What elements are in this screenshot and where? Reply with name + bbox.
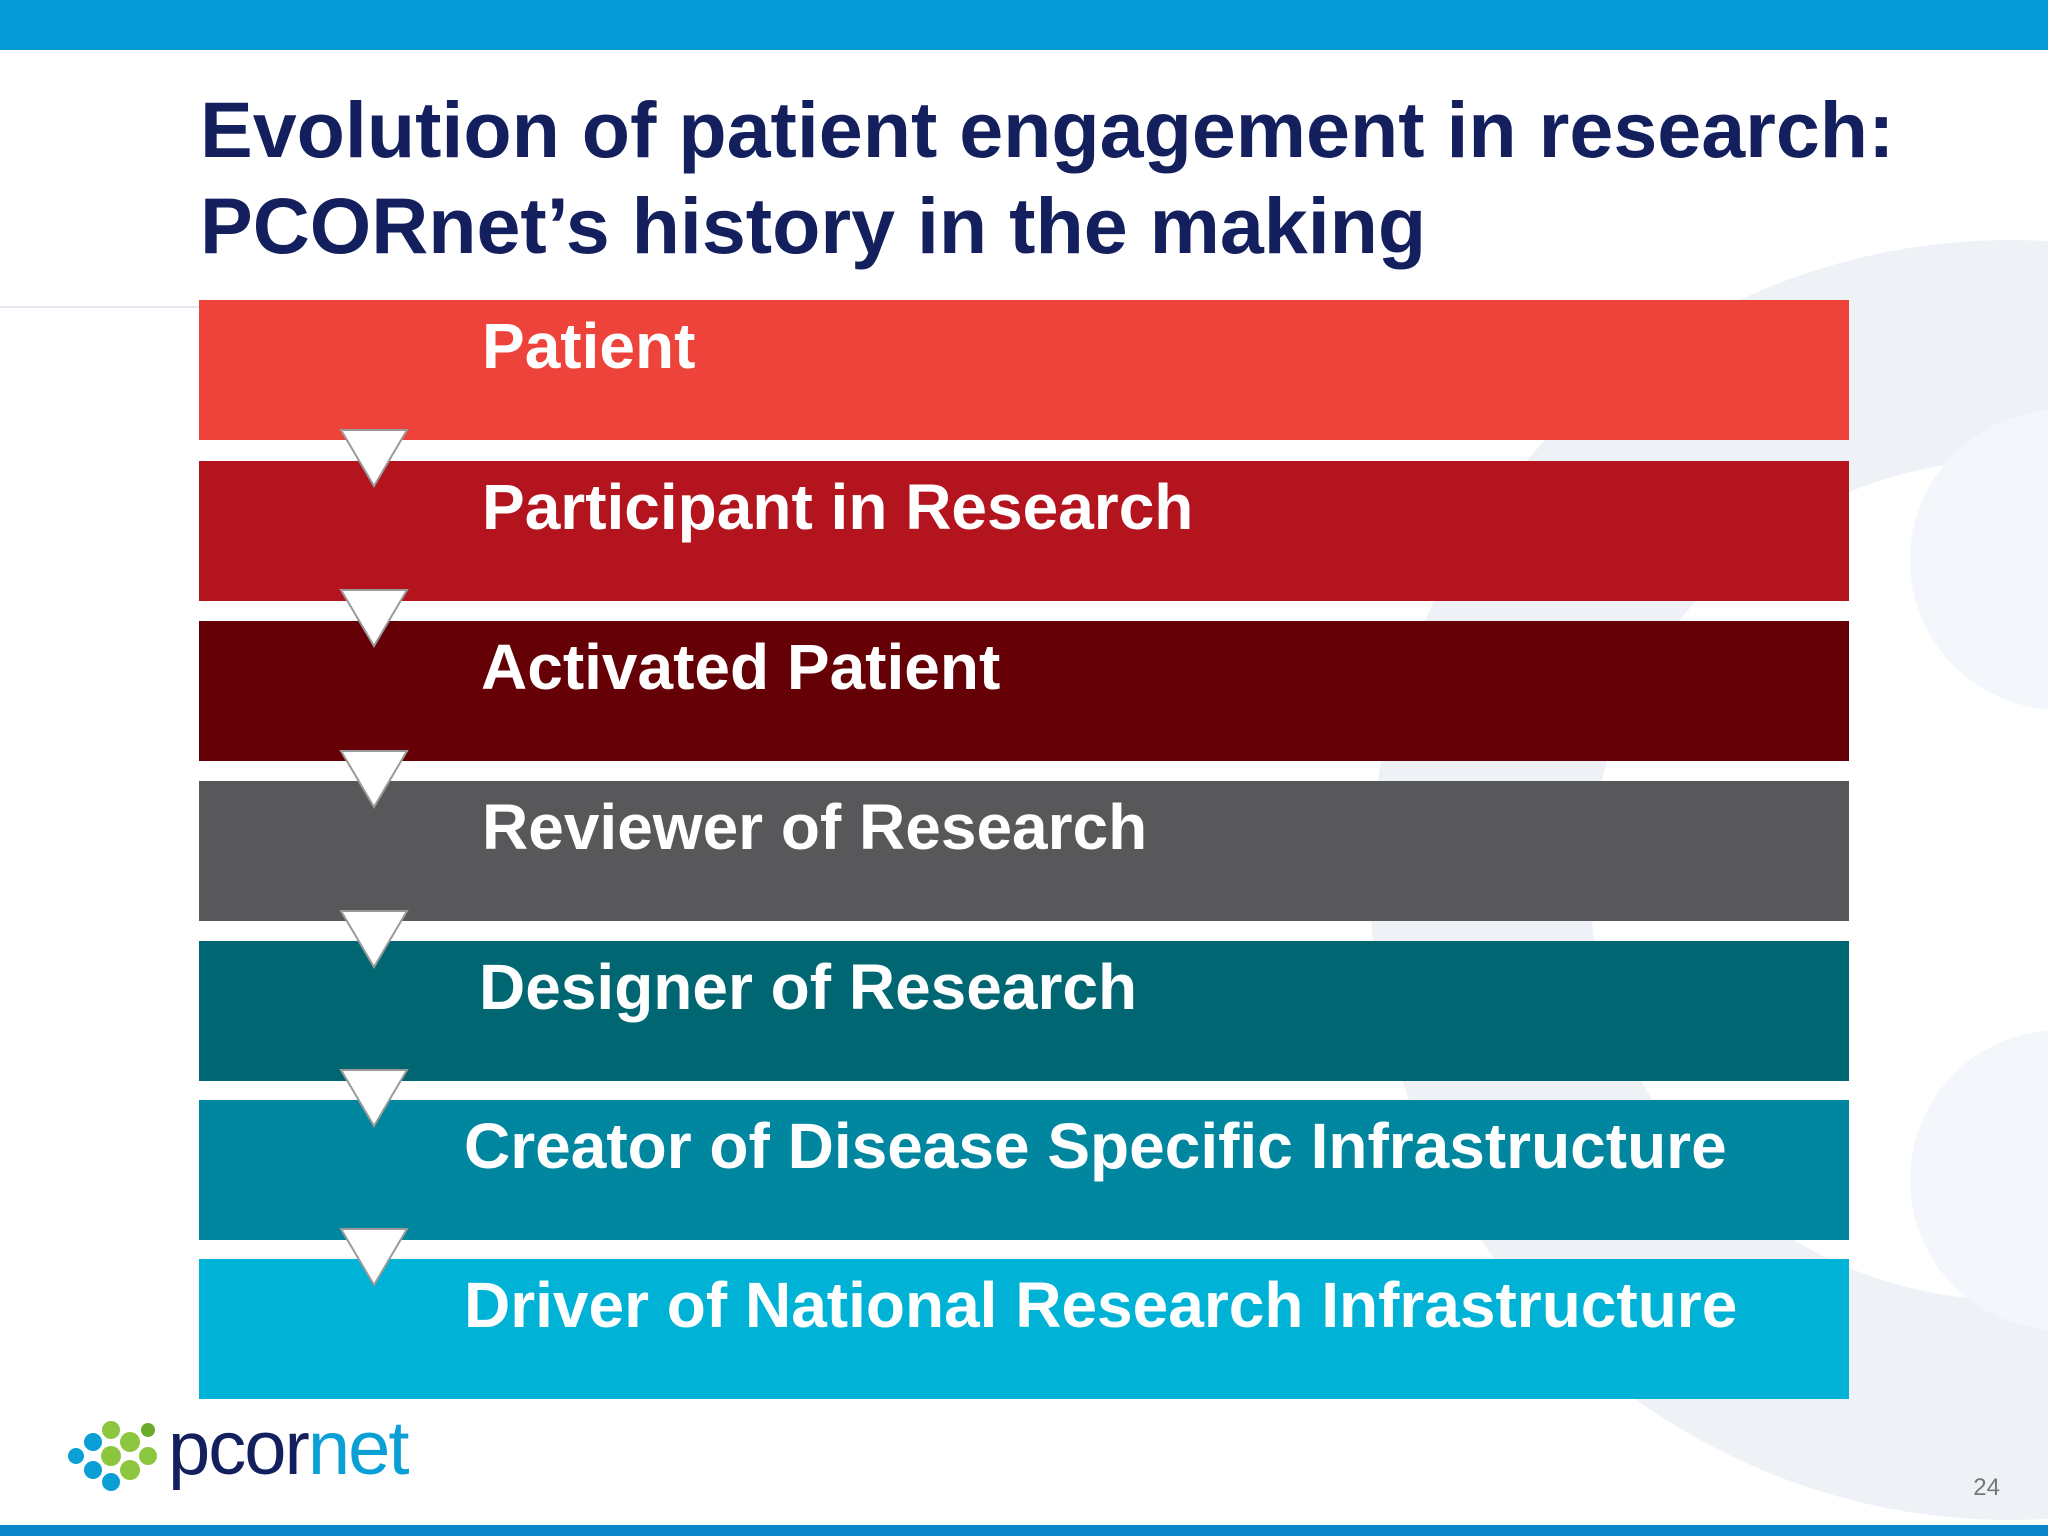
down-arrow-icon — [339, 589, 409, 648]
down-arrow-icon — [339, 1228, 409, 1287]
stage-designer-of-research: Designer of Research — [199, 941, 1849, 1081]
stage-reviewer-of-research: Reviewer of Research — [199, 781, 1849, 921]
down-arrow-icon — [339, 910, 409, 969]
stage-label: Activated Patient — [481, 631, 1001, 703]
pcornet-logo: pcornet — [66, 1406, 426, 1502]
stage-participant-in-research: Participant in Research — [199, 461, 1849, 601]
slide-title: Evolution of patient engagement in resea… — [200, 82, 2000, 274]
page-number: 24 — [1973, 1474, 2000, 1501]
slide-title-line-1: Evolution of patient engagement in resea… — [200, 85, 1895, 174]
stage-activated-patient: Activated Patient — [199, 621, 1849, 761]
title-divider — [0, 306, 200, 308]
stage-label: Reviewer of Research — [482, 791, 1148, 863]
down-arrow-icon — [339, 429, 409, 488]
stage-label: Patient — [482, 310, 696, 382]
stage-label: Creator of Disease Specific Infrastructu… — [464, 1110, 1727, 1182]
stage-label: Participant in Research — [482, 471, 1194, 543]
stage-creator-of-disease-specific-infrastructure: Creator of Disease Specific Infrastructu… — [199, 1100, 1849, 1240]
down-arrow-icon — [339, 1069, 409, 1128]
pcornet-logo-text: pcornet — [168, 1404, 410, 1494]
slide-title-line-2: PCORnet’s history in the making — [200, 181, 1427, 270]
pcornet-logo-mark-icon — [68, 1421, 157, 1491]
stage-label: Designer of Research — [479, 951, 1138, 1023]
bottom-accent-bar — [0, 1525, 2048, 1536]
stage-driver-of-national-research-infrastructure: Driver of National Research Infrastructu… — [199, 1259, 1849, 1399]
top-accent-bar — [0, 0, 2048, 50]
logo-text-part-1: pcor — [168, 1406, 310, 1491]
stage-label: Driver of National Research Infrastructu… — [464, 1269, 1738, 1341]
engagement-stages: Patient Participant in Research Activate… — [199, 300, 1849, 1400]
logo-text-part-2: net — [307, 1406, 410, 1491]
down-arrow-icon — [339, 750, 409, 809]
stage-patient: Patient — [199, 300, 1849, 440]
